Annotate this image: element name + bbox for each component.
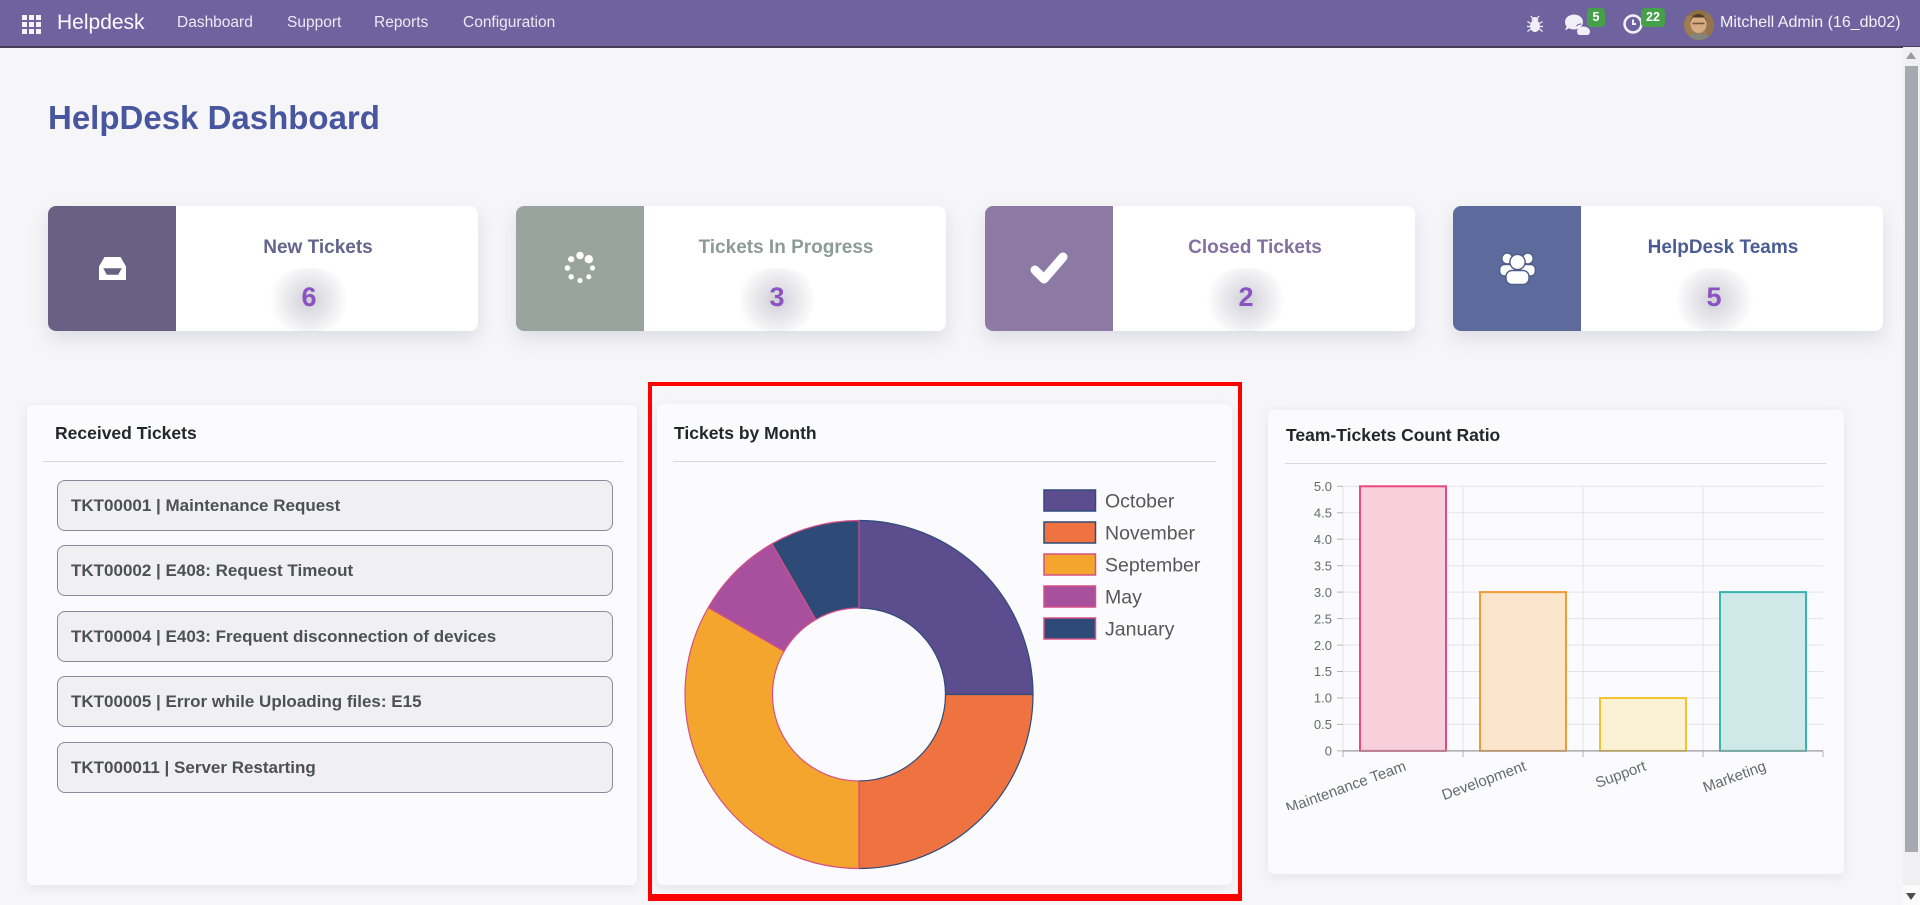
svg-text:3.0: 3.0: [1314, 585, 1332, 600]
svg-text:January: January: [1105, 619, 1175, 641]
svg-text:0: 0: [1325, 744, 1332, 759]
svg-text:Support: Support: [1593, 758, 1649, 792]
svg-text:2.5: 2.5: [1314, 611, 1332, 626]
svg-text:October: October: [1105, 491, 1175, 513]
svg-text:May: May: [1105, 587, 1142, 609]
svg-text:5.0: 5.0: [1314, 479, 1332, 494]
svg-text:September: September: [1105, 555, 1201, 577]
svg-text:2.0: 2.0: [1314, 638, 1332, 653]
svg-text:November: November: [1105, 523, 1195, 545]
svg-text:1.0: 1.0: [1314, 691, 1332, 706]
svg-text:Maintenance Team: Maintenance Team: [1284, 758, 1409, 810]
svg-text:Marketing: Marketing: [1701, 758, 1769, 797]
svg-text:1.5: 1.5: [1314, 664, 1332, 679]
svg-text:3.5: 3.5: [1314, 558, 1332, 573]
svg-text:4.0: 4.0: [1314, 532, 1332, 547]
svg-text:0.5: 0.5: [1314, 717, 1332, 732]
svg-text:4.5: 4.5: [1314, 506, 1332, 521]
svg-text:Development: Development: [1439, 758, 1529, 804]
